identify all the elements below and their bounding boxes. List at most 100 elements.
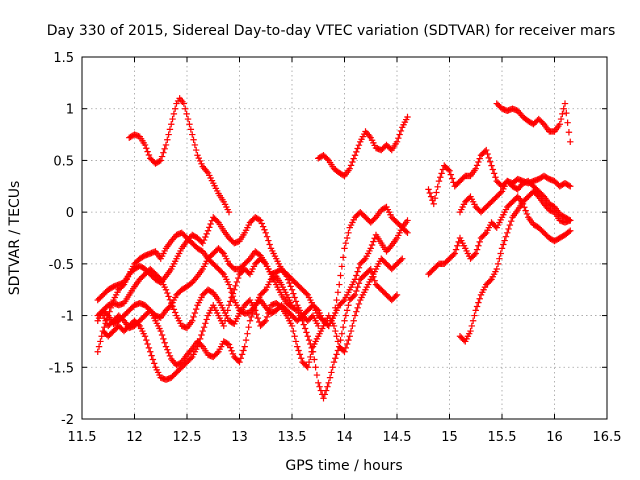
data-point [426,189,434,197]
data-point [404,229,411,237]
data-point [492,174,499,181]
data-point [469,317,477,324]
data-point [203,316,210,323]
data-point [496,255,503,262]
data-point [168,121,175,128]
data-point [393,291,401,299]
data-point [559,110,566,118]
data-point [337,336,344,344]
data-point [485,154,493,162]
series-s13 [493,100,574,146]
data-point [343,234,351,242]
data-point [265,309,272,317]
data-point [504,229,511,237]
data-point [320,395,327,402]
x-tick-label: 15 [441,430,458,445]
data-point [355,141,363,149]
x-tick-label: 13.5 [278,430,307,445]
series-s8 [315,113,411,180]
data-point [261,259,268,266]
data-point [229,350,237,358]
data-point [288,302,296,309]
data-point [334,347,342,354]
data-point [337,272,344,279]
data-point [246,317,254,324]
data-point [346,165,353,172]
data-point [266,305,273,313]
data-point [332,327,339,335]
data-point [228,294,235,301]
data-point [305,336,313,344]
data-point [240,347,247,354]
data-point [330,322,338,330]
data-point [227,285,234,292]
data-point [244,330,251,337]
data-point [236,358,243,366]
data-point [162,141,170,149]
data-point [186,121,193,128]
data-point [325,379,332,386]
data-point [332,355,339,362]
data-point [349,158,356,166]
x-tick-label: 14.5 [383,430,412,445]
data-point [315,379,322,386]
data-point [397,127,405,135]
data-point [452,246,460,253]
data-point [192,146,200,154]
data-point [162,343,170,350]
y-tick-label: 0 [66,206,74,221]
data-point [202,233,209,241]
data-point [242,336,250,344]
x-tick-label: 16 [546,430,563,445]
data-point [341,245,348,252]
data-point [262,229,269,237]
data-point [451,250,458,257]
data-point [98,333,105,340]
data-point [476,238,483,246]
data-point [180,100,188,107]
data-point [561,100,569,107]
data-point [427,193,435,200]
data-point [204,227,212,234]
data-point [141,333,149,340]
data-point [345,229,352,237]
data-point [219,249,226,256]
data-point [444,166,452,173]
data-point [475,299,482,306]
data-point [261,226,268,233]
data-point [291,333,298,340]
data-point [165,349,172,357]
data-point [225,208,233,216]
x-tick-label: 16.5 [593,430,622,445]
data-point [191,141,199,149]
data-point [221,317,229,324]
data-point [297,355,305,362]
data-point [308,344,315,352]
data-point [190,136,197,143]
data-point [225,341,233,348]
data-point [494,260,502,268]
data-point [207,220,214,228]
data-point [370,238,377,245]
data-point [567,138,574,146]
data-point [307,340,314,348]
data-point [228,347,235,354]
data-point [324,155,331,163]
data-point [202,320,209,327]
data-point [184,115,192,123]
data-point [523,210,531,218]
data-point [192,305,200,313]
data-point [263,313,271,321]
data-point [259,223,267,230]
data-point [371,277,378,284]
data-point [313,371,321,379]
data-point [355,300,363,308]
data-point [258,220,266,227]
x-tick-label: 12.5 [173,430,202,445]
data-point [225,281,233,288]
data-point [345,336,352,344]
data-point [404,217,411,224]
data-point [295,347,302,354]
data-point [232,282,239,290]
data-point [164,136,171,143]
